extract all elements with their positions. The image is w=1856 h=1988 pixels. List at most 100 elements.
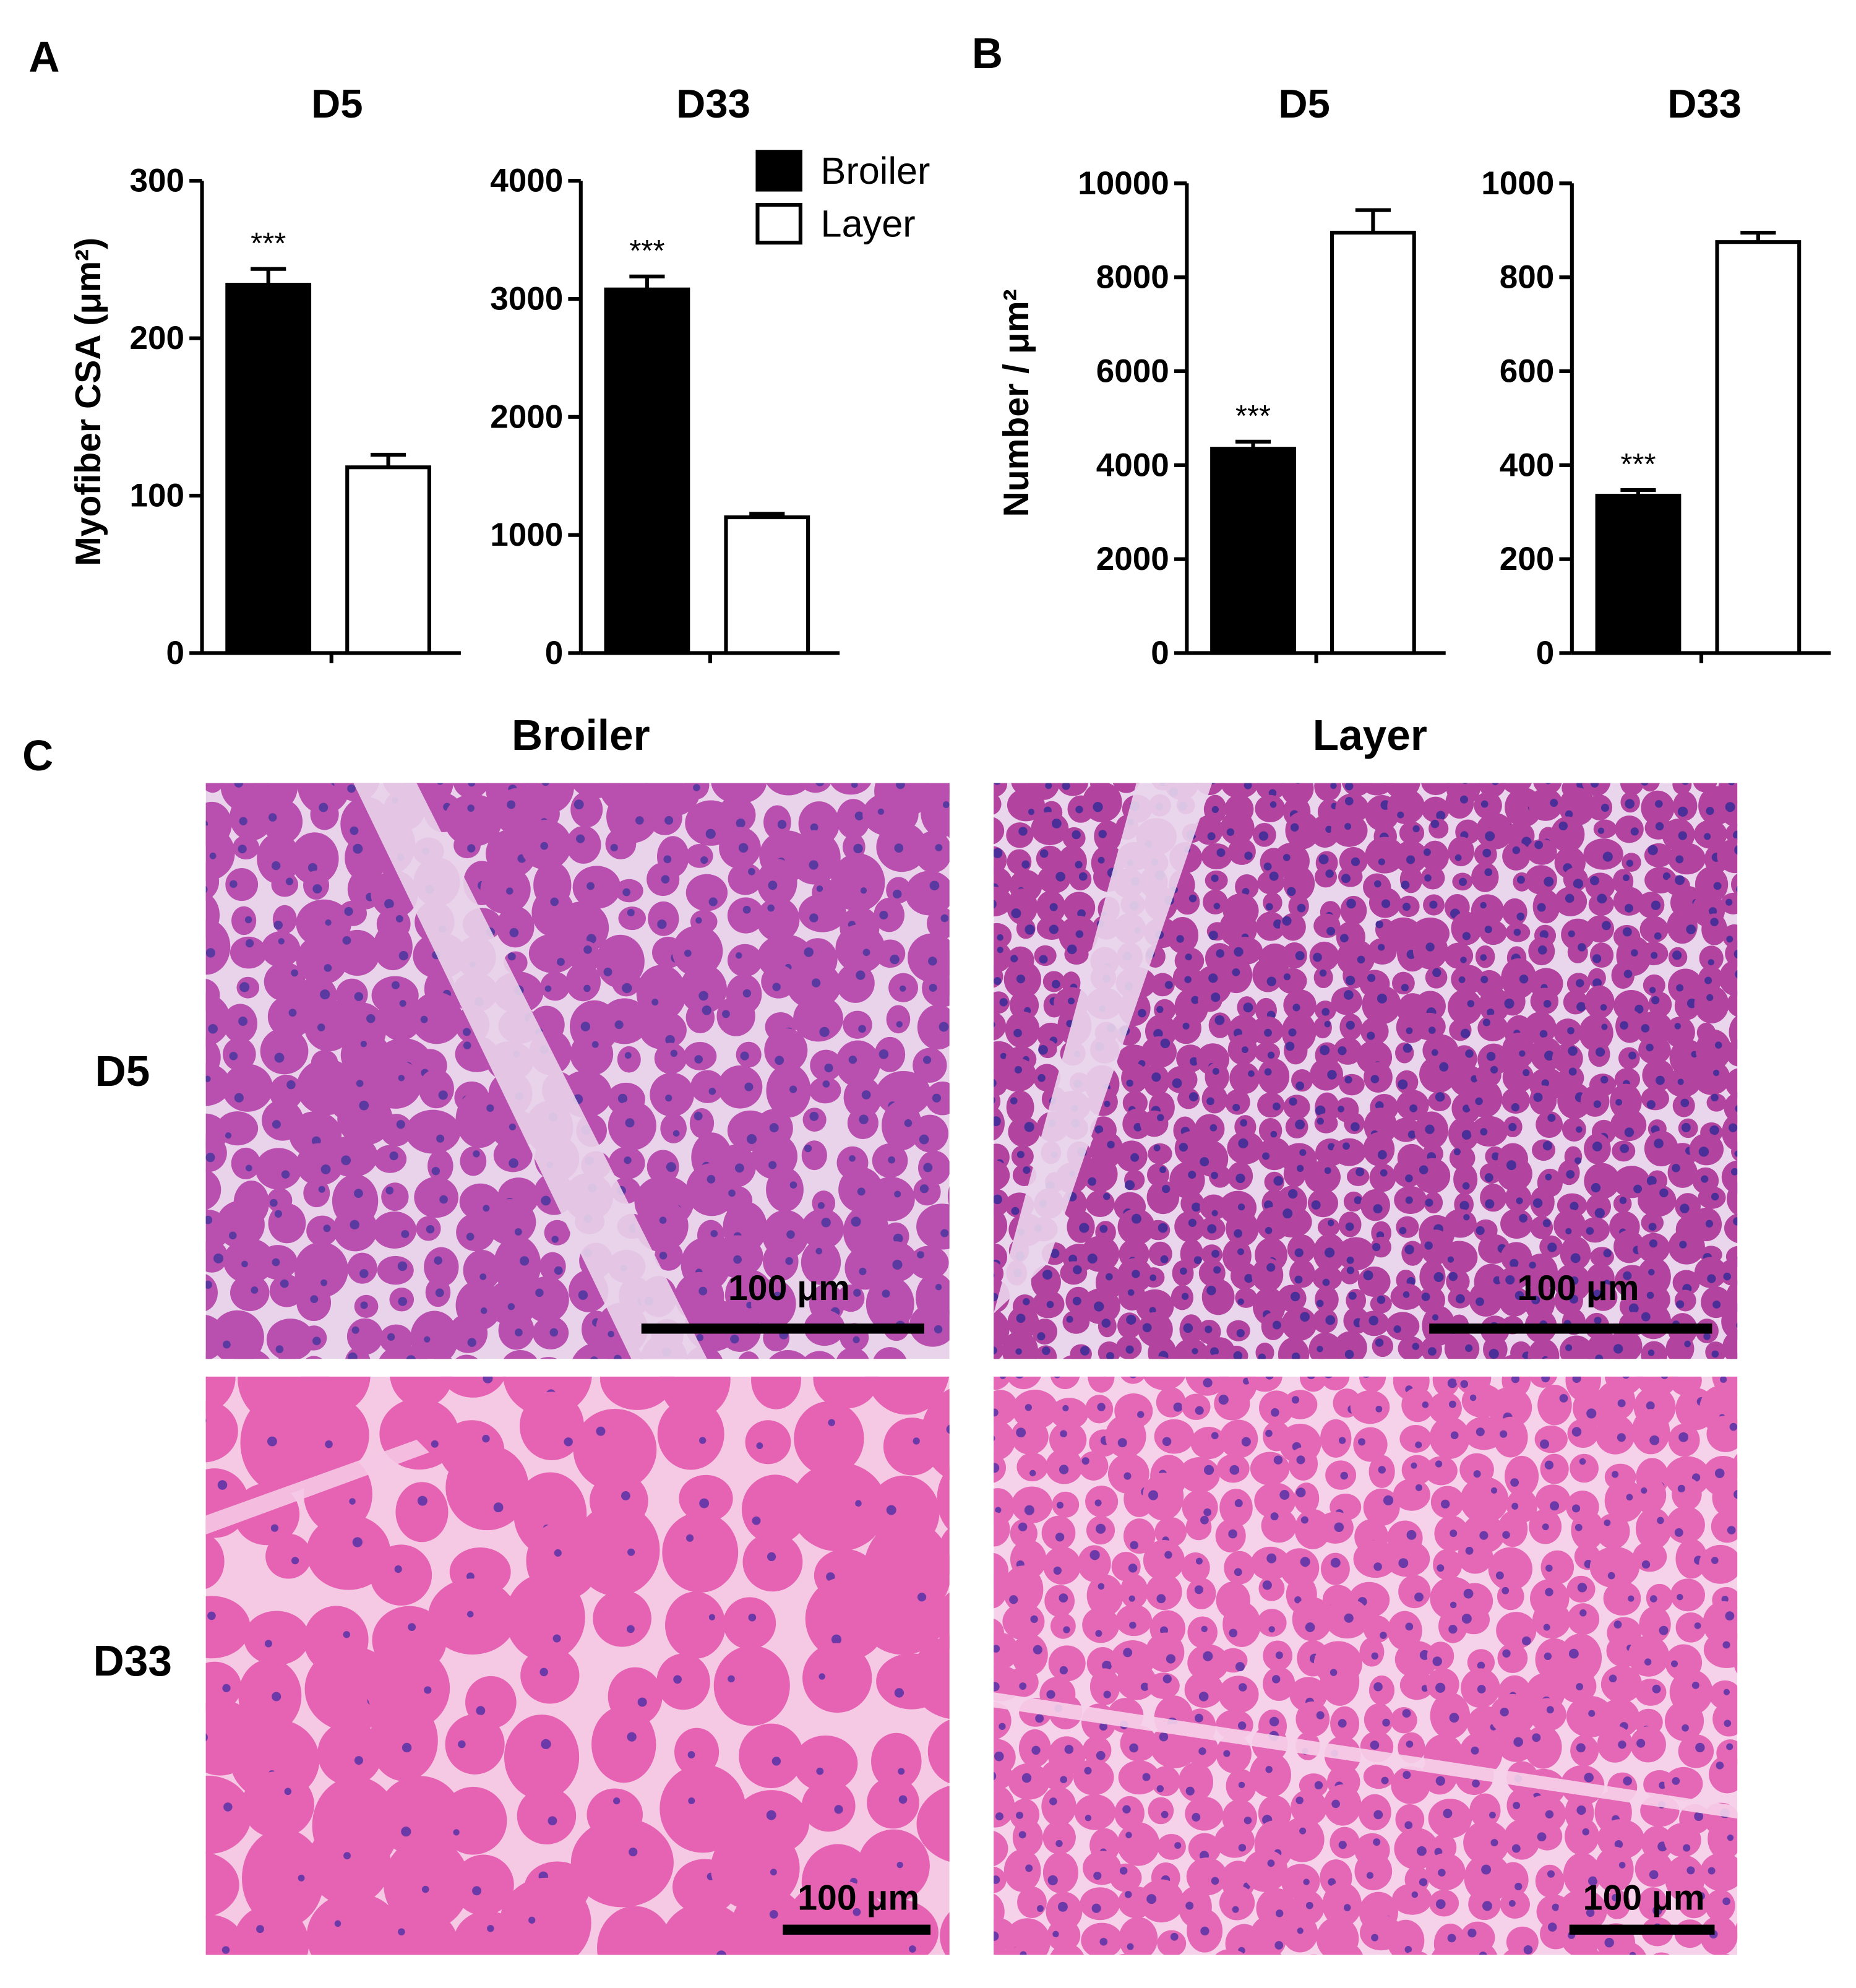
nucleus bbox=[1296, 1455, 1305, 1465]
nucleus bbox=[1622, 1376, 1630, 1379]
nucleus bbox=[1406, 1027, 1413, 1035]
nucleus bbox=[1424, 1241, 1433, 1250]
muscle-fiber bbox=[1219, 1419, 1258, 1458]
nucleus bbox=[769, 1123, 779, 1133]
nucleus bbox=[1265, 1429, 1273, 1437]
nucleus bbox=[1460, 1380, 1469, 1388]
muscle-fiber bbox=[1600, 1665, 1643, 1703]
nucleus bbox=[480, 1307, 488, 1314]
nucleus bbox=[1709, 1125, 1719, 1135]
muscle-fiber bbox=[1666, 1506, 1705, 1544]
nucleus bbox=[205, 885, 208, 893]
error-bar bbox=[370, 452, 406, 468]
muscle-fiber bbox=[225, 867, 259, 901]
nucleus bbox=[665, 1094, 672, 1102]
muscle-fiber bbox=[947, 1186, 950, 1207]
muscle-fiber bbox=[1227, 838, 1256, 865]
nucleus bbox=[857, 1187, 866, 1196]
muscle-fiber bbox=[1158, 1956, 1192, 1988]
muscle-fiber bbox=[1467, 1079, 1503, 1118]
nucleus bbox=[1072, 830, 1081, 840]
muscle-fiber bbox=[1633, 1541, 1667, 1572]
nucleus bbox=[1686, 924, 1696, 934]
nucleus bbox=[1414, 1592, 1424, 1602]
nucleus bbox=[406, 1355, 416, 1359]
y-axis-label: Number / μm² bbox=[997, 289, 1036, 517]
nucleus bbox=[1016, 1314, 1026, 1323]
muscle-fiber bbox=[205, 862, 220, 901]
nucleus bbox=[1684, 1369, 1691, 1376]
nucleus bbox=[716, 1950, 727, 1955]
nucleus bbox=[1402, 902, 1411, 911]
nucleus bbox=[1631, 949, 1638, 957]
nucleus bbox=[1537, 1832, 1547, 1842]
muscle-fiber bbox=[223, 1038, 256, 1071]
scale-bar-label: 100 μm bbox=[728, 1268, 850, 1308]
muscle-fiber bbox=[1257, 1058, 1290, 1095]
muscle-fiber bbox=[1631, 1409, 1670, 1455]
nucleus bbox=[1213, 903, 1221, 910]
muscle-fiber bbox=[1073, 1759, 1114, 1796]
nucleus bbox=[794, 772, 803, 781]
nucleus bbox=[1450, 1431, 1459, 1440]
nucleus bbox=[1311, 1200, 1321, 1210]
nucleus bbox=[1338, 1106, 1344, 1112]
nucleus bbox=[1519, 1214, 1528, 1223]
nucleus bbox=[733, 1255, 742, 1264]
nucleus bbox=[1539, 1439, 1550, 1449]
nucleus bbox=[1516, 876, 1526, 884]
muscle-fiber bbox=[1048, 1645, 1086, 1682]
muscle-fiber bbox=[794, 1401, 864, 1476]
muscle-fiber bbox=[1559, 1335, 1593, 1359]
muscle-fiber bbox=[1637, 1257, 1671, 1297]
nucleus bbox=[1229, 1629, 1238, 1638]
nucleus bbox=[1274, 1941, 1284, 1950]
nucleus bbox=[1338, 1841, 1347, 1849]
nucleus bbox=[953, 814, 962, 824]
nucleus bbox=[580, 1022, 591, 1031]
y-tick-label: 4000 bbox=[1096, 447, 1169, 483]
nucleus bbox=[1016, 1427, 1026, 1438]
nucleus bbox=[1345, 1222, 1354, 1231]
nucleus bbox=[281, 1170, 290, 1179]
nucleus bbox=[1063, 1626, 1070, 1633]
muscle-fiber bbox=[1748, 1309, 1780, 1343]
muscle-fiber bbox=[871, 1732, 922, 1790]
nucleus bbox=[1037, 1332, 1046, 1341]
muscle-fiber bbox=[1464, 1853, 1511, 1903]
muscle-fiber bbox=[1273, 1206, 1312, 1238]
muscle-fiber bbox=[1214, 1387, 1250, 1421]
nucleus bbox=[789, 1181, 797, 1189]
nucleus bbox=[1373, 1366, 1383, 1376]
nucleus bbox=[994, 900, 997, 909]
muscle-fiber bbox=[1750, 1022, 1777, 1047]
muscle-fiber bbox=[269, 1275, 304, 1307]
nucleus bbox=[222, 1684, 231, 1692]
nucleus bbox=[804, 947, 814, 957]
nucleus bbox=[951, 1613, 958, 1620]
nucleus bbox=[1576, 1743, 1586, 1753]
nucleus bbox=[1244, 783, 1252, 790]
muscle-fiber bbox=[383, 1837, 470, 1930]
muscle-fiber bbox=[395, 1482, 449, 1543]
muscle-fiber bbox=[221, 1064, 273, 1112]
muscle-fiber bbox=[1365, 837, 1405, 874]
nucleus bbox=[1633, 1184, 1643, 1194]
muscle-fiber bbox=[1333, 1331, 1367, 1359]
nucleus bbox=[613, 1354, 622, 1359]
muscle-fiber bbox=[1712, 1478, 1738, 1517]
nucleus bbox=[1761, 825, 1768, 832]
nucleus bbox=[1425, 1124, 1435, 1134]
nucleus bbox=[1324, 1021, 1331, 1028]
nucleus bbox=[1117, 1438, 1127, 1448]
muscle-fiber bbox=[1534, 1425, 1568, 1453]
nucleus bbox=[1200, 1926, 1209, 1936]
muscle-fiber bbox=[1744, 1854, 1778, 1891]
nucleus bbox=[1511, 1368, 1519, 1376]
nucleus bbox=[1062, 783, 1070, 790]
nucleus bbox=[994, 1096, 995, 1104]
muscle-fiber bbox=[756, 897, 800, 942]
nucleus bbox=[1579, 1458, 1586, 1465]
muscle-fiber bbox=[517, 1787, 577, 1844]
